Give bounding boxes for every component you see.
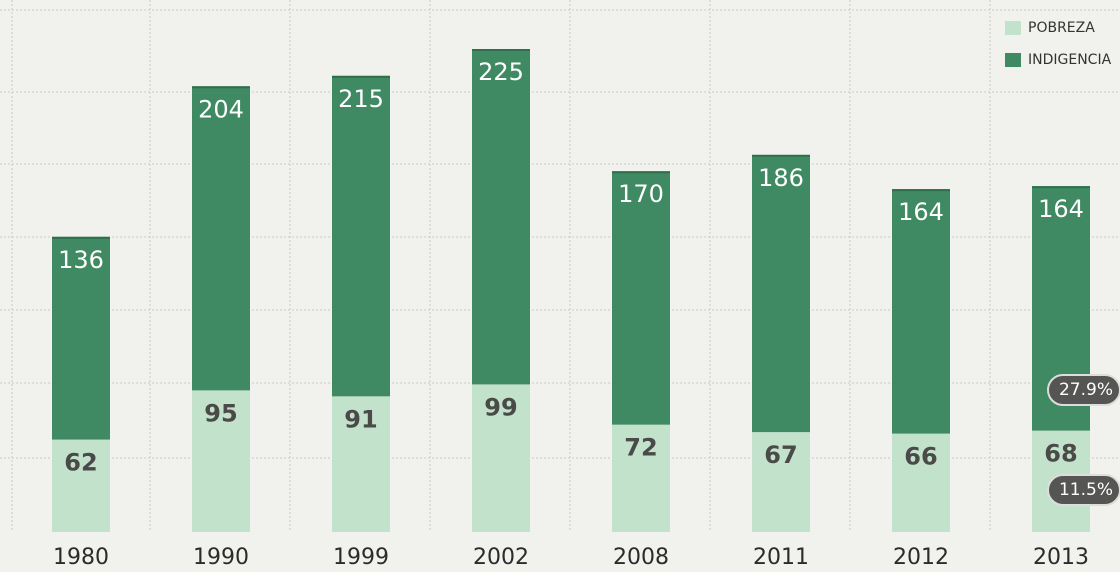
data-label: 164 [898, 198, 944, 226]
data-label: 66 [904, 443, 937, 471]
annotation: 11.5% [1059, 480, 1113, 500]
bar-segment [752, 154, 810, 433]
data-label: 72 [624, 434, 657, 462]
data-label: 215 [338, 85, 384, 113]
x-tick-label: 1980 [53, 545, 109, 570]
x-tick-label: 2011 [753, 545, 809, 570]
bar-segment [192, 86, 250, 391]
bar-segment [52, 439, 110, 532]
bar-edge [892, 189, 950, 192]
data-label: 68 [1044, 440, 1077, 468]
x-tick-label: 2012 [893, 545, 949, 570]
legend-swatch [1005, 53, 1021, 67]
badge-bg [1047, 374, 1120, 406]
bar-segment [612, 171, 670, 425]
data-label: 225 [478, 58, 524, 86]
data-label: 62 [64, 449, 97, 477]
x-tick-label: 2013 [1033, 545, 1089, 570]
bar-segment [752, 432, 810, 532]
bar-segment [612, 424, 670, 532]
background-grid [0, 0, 1120, 532]
bar-edge [52, 236, 110, 239]
data-label: 136 [58, 246, 104, 274]
bar-segment [192, 390, 250, 532]
data-label: 204 [198, 95, 244, 123]
bar-edge [1032, 186, 1090, 189]
bar-edge [332, 75, 390, 78]
data-label: 99 [484, 393, 517, 421]
bar-segment [472, 49, 530, 385]
annotation: 27.9% [1059, 380, 1113, 400]
x-tick-label: 1990 [193, 545, 249, 570]
bar-segment [472, 384, 530, 532]
bar-edge [472, 49, 530, 51]
data-label: 186 [758, 164, 804, 192]
bar-segment [332, 75, 390, 397]
data-label: 67 [764, 441, 797, 469]
bar-segment [892, 189, 950, 434]
bar-edge [752, 154, 810, 157]
bar-segment [332, 396, 390, 532]
x-tick-label: 2008 [613, 545, 669, 570]
data-label: 170 [618, 180, 664, 208]
bar-edge [192, 86, 250, 89]
bar-segment [892, 433, 950, 532]
bar-segment [52, 236, 110, 440]
legend-label: POBREZA [1028, 20, 1095, 36]
bar-edge [612, 171, 670, 174]
data-label: 164 [1038, 195, 1084, 223]
data-label: 95 [204, 399, 237, 427]
data-label: 91 [344, 405, 377, 433]
annotation-badge: 27.9% [1047, 374, 1120, 406]
x-tick-label: 2002 [473, 545, 529, 570]
x-tick-label: 1999 [333, 545, 389, 570]
annotation-badge: 11.5% [1047, 474, 1120, 506]
badge-bg [1047, 474, 1120, 506]
legend-swatch [1005, 21, 1021, 35]
legend-label: INDIGENCIA [1028, 52, 1112, 68]
